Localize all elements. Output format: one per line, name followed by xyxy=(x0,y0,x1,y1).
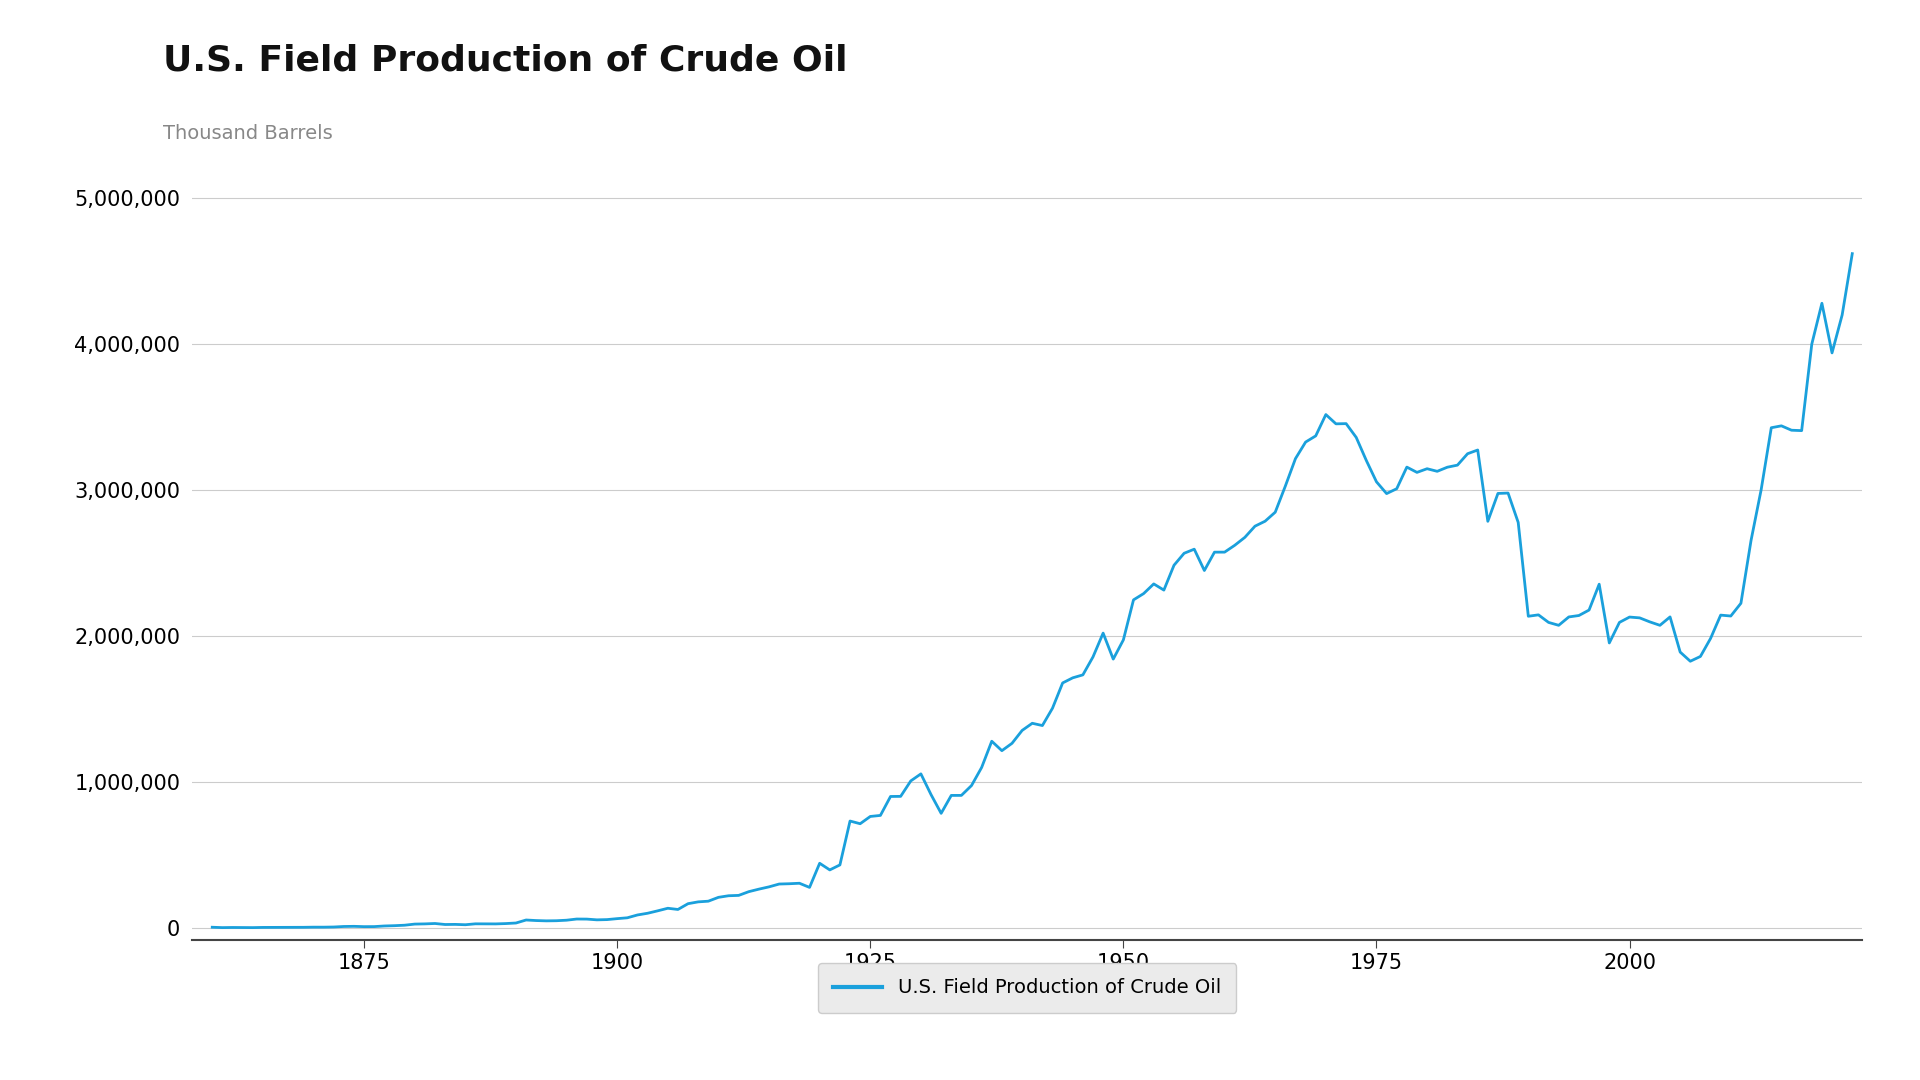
Legend: U.S. Field Production of Crude Oil: U.S. Field Production of Crude Oil xyxy=(818,963,1236,1013)
Text: Thousand Barrels: Thousand Barrels xyxy=(163,124,332,144)
Text: U.S. Field Production of Crude Oil: U.S. Field Production of Crude Oil xyxy=(163,43,849,77)
